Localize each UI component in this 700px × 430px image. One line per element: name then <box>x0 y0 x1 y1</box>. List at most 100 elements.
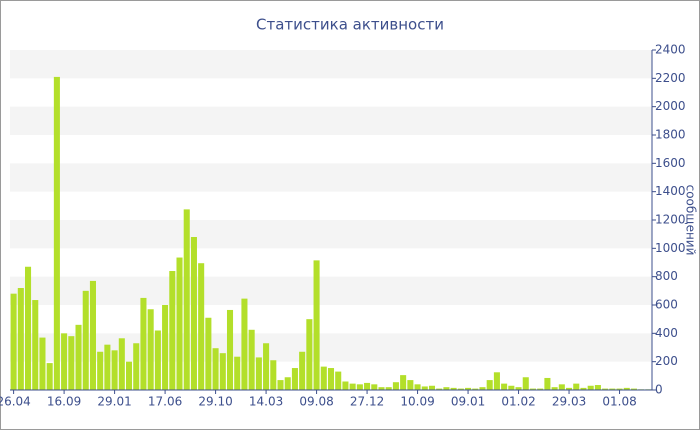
bar <box>234 356 241 390</box>
x-tick-label: 17.06 <box>148 395 182 409</box>
bar <box>580 387 587 390</box>
x-tick-label: 29.03 <box>552 395 586 409</box>
y-tick-label: 1400 <box>655 184 686 198</box>
bar <box>573 383 580 390</box>
bar <box>219 353 226 390</box>
y-tick-label: 400 <box>655 326 678 340</box>
y-axis-label: сообщений <box>684 185 698 256</box>
bar <box>342 381 349 390</box>
bar <box>162 305 169 390</box>
bar <box>169 271 176 390</box>
bar <box>335 371 342 390</box>
bar <box>400 375 407 390</box>
bar <box>176 257 183 390</box>
bar <box>313 260 320 390</box>
bar <box>616 388 623 390</box>
bar <box>356 384 363 390</box>
y-tick-label: 2000 <box>655 99 686 113</box>
bar <box>299 351 306 390</box>
bar <box>457 388 464 390</box>
grid-band <box>10 220 652 249</box>
bar <box>104 344 111 390</box>
bar <box>198 263 205 390</box>
chart-title: Статистика активности <box>256 16 444 34</box>
bar <box>558 384 565 390</box>
bar <box>133 343 140 390</box>
bar <box>501 383 508 390</box>
bar <box>111 350 118 390</box>
bar <box>75 324 82 390</box>
bar <box>284 377 291 390</box>
y-tick-label: 200 <box>655 354 678 368</box>
y-tick-label: 0 <box>655 383 663 397</box>
x-tick-label: 27.12 <box>350 395 384 409</box>
bar <box>320 366 327 390</box>
bar <box>566 387 573 390</box>
bar <box>421 386 428 390</box>
x-tick-label: 09.08 <box>299 395 333 409</box>
bar <box>371 384 378 390</box>
bar <box>154 330 161 390</box>
bar <box>414 384 421 390</box>
bar <box>270 360 277 390</box>
bar <box>537 388 544 390</box>
bar <box>61 333 68 390</box>
bar <box>190 237 197 390</box>
bar <box>82 290 89 390</box>
bar <box>140 297 147 390</box>
bar <box>255 357 262 390</box>
bar <box>407 380 414 390</box>
bar <box>10 293 17 390</box>
bar <box>594 385 601 390</box>
bar <box>515 387 522 390</box>
bar <box>443 387 450 390</box>
y-tick-label: 800 <box>655 269 678 283</box>
bar <box>306 319 313 390</box>
bar <box>522 377 529 390</box>
bar <box>248 329 255 390</box>
bar <box>364 382 371 390</box>
bar <box>609 388 616 390</box>
bar <box>602 388 609 390</box>
bar <box>428 385 436 390</box>
bar <box>39 337 46 390</box>
bar <box>97 351 104 390</box>
y-tick-label: 600 <box>655 298 678 312</box>
x-tick-label: 01.08 <box>602 395 636 409</box>
x-tick-label: 29.01 <box>97 395 131 409</box>
bar <box>327 368 335 390</box>
x-tick-label: 29.10 <box>198 395 232 409</box>
bar <box>205 317 212 390</box>
bar <box>212 348 219 390</box>
bar <box>46 363 53 390</box>
grid-band <box>10 50 652 79</box>
bar <box>277 380 284 390</box>
bar <box>544 377 551 390</box>
y-tick-label: 1800 <box>655 128 686 142</box>
bar <box>450 387 457 390</box>
x-tick-label: 10.09 <box>400 395 434 409</box>
bar <box>630 388 637 390</box>
y-tick-label: 1000 <box>655 241 686 255</box>
bar <box>89 280 96 390</box>
bar <box>32 300 39 390</box>
x-tick-label: 09.01 <box>451 395 485 409</box>
x-tick-label: 26.04 <box>0 395 31 409</box>
bar <box>125 361 133 390</box>
y-tick-label: 1200 <box>655 213 686 227</box>
y-tick-label: 2200 <box>655 71 686 85</box>
bar <box>241 298 248 390</box>
bar <box>551 387 558 390</box>
grid-band <box>10 106 652 135</box>
bar <box>587 385 594 390</box>
bar <box>472 388 479 390</box>
bar <box>493 372 500 390</box>
x-tick-label: 14.03 <box>249 395 283 409</box>
grid-band <box>10 276 652 305</box>
bar <box>263 343 270 390</box>
bar <box>479 387 486 390</box>
bar <box>17 288 24 390</box>
bar <box>392 382 399 390</box>
bar <box>508 385 515 390</box>
